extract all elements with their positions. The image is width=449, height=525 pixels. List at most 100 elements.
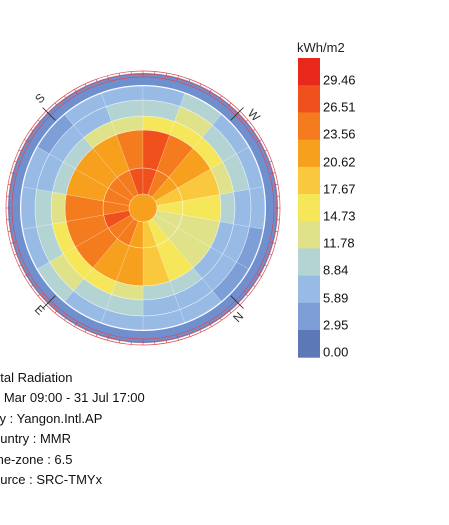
compass-tick — [208, 322, 212, 327]
info-source: ource : SRC-TMYx — [0, 472, 103, 488]
colorbar-tick-label: 14.73 — [323, 208, 356, 224]
compass-tick — [18, 149, 22, 152]
compass-tick — [219, 318, 222, 321]
compass-tick — [257, 139, 262, 143]
colorbar — [298, 58, 320, 358]
colorbar-tick-label: 20.62 — [323, 154, 356, 170]
compass-tick — [54, 310, 57, 314]
compass-tick — [37, 294, 41, 297]
compass-tick — [188, 79, 191, 82]
colorbar-tick-label: 0.00 — [323, 344, 349, 360]
colorbar-segment — [298, 85, 320, 113]
direction-label-n: N — [230, 309, 246, 325]
compass-tick — [229, 102, 232, 106]
compass-tick — [264, 264, 268, 267]
rose-cell — [50, 191, 67, 225]
rose-cell — [233, 188, 252, 228]
cardinal-tick — [42, 107, 56, 121]
colorbar-segment — [298, 330, 320, 358]
cardinal-tick — [42, 295, 56, 309]
compass-tick — [74, 89, 78, 94]
rose-grid-circle — [20, 85, 266, 331]
colorbar-tick-label: 5.89 — [323, 290, 349, 306]
colorbar-segment — [298, 112, 320, 141]
colorbar-tick-label: 11.78 — [323, 235, 355, 251]
compass-tick — [30, 284, 33, 287]
compass-ring — [5, 70, 281, 346]
info-period: 1 Mar 09:00 - 31 Jul 17:00 — [0, 390, 145, 406]
info-title: otal Radiation — [0, 370, 73, 385]
colorbar-segment — [298, 194, 320, 222]
rose-cell — [129, 194, 157, 222]
compass-tick — [199, 329, 202, 333]
compass-tick — [219, 95, 222, 98]
colorbar-unit: kWh/m2 — [297, 40, 345, 55]
compass-tick — [245, 119, 249, 122]
rose-cell — [34, 188, 53, 228]
colorbar-segment — [298, 248, 320, 277]
compass-tick — [95, 79, 98, 82]
info-city: ity : Yangon.Intl.AP — [0, 410, 103, 426]
rose-grid-circle — [64, 129, 222, 287]
compass-tick — [176, 335, 179, 341]
colorbar-tick-label: 2.95 — [323, 317, 349, 333]
compass-tick — [64, 318, 67, 321]
compass-tick — [24, 139, 29, 143]
rose-cell — [20, 186, 37, 230]
compass-tick — [269, 253, 272, 256]
rose-cell — [249, 186, 266, 230]
info-panel: otal Radiation 1 Mar 09:00 - 31 Jul 17:0… — [0, 368, 145, 490]
compass-tick — [14, 253, 17, 256]
compass-circle — [11, 76, 275, 340]
compass-tick — [107, 75, 110, 81]
colorbar-tick-label: 17.67 — [323, 181, 356, 197]
rose-grid-circle — [128, 193, 158, 223]
colorbar-tick-label: 8.84 — [323, 262, 349, 278]
compass-tick — [10, 172, 16, 175]
rose-grid — [20, 85, 266, 331]
compass-tick — [176, 75, 179, 81]
cardinal-tick — [230, 295, 244, 309]
colorbar-segment — [298, 221, 320, 249]
direction-label-e: E — [32, 302, 48, 318]
colorbar-segment — [298, 302, 320, 331]
colorbar-segment — [298, 166, 320, 195]
compass-tick — [64, 95, 67, 98]
direction-label-w: W — [245, 106, 263, 124]
colorbar-segment — [298, 139, 320, 168]
compass-tick — [95, 334, 98, 337]
rose-grid-circle — [34, 99, 252, 317]
rose-cell — [219, 191, 236, 225]
rose-grid-circle — [102, 167, 184, 249]
compass-tick — [188, 334, 191, 337]
compass-tick — [54, 102, 57, 106]
compass-tick — [14, 160, 17, 163]
rose-grid-circle — [50, 115, 236, 301]
compass-tick — [199, 83, 202, 87]
colorbar-segment — [298, 275, 320, 304]
info-timezone: me-zone : 6.5 — [0, 451, 73, 467]
compass-tick — [24, 273, 29, 277]
compass-tick — [84, 329, 87, 333]
compass-tick — [208, 89, 212, 94]
compass-tick — [18, 264, 22, 267]
compass-tick — [10, 241, 16, 244]
colorbar-tick-label: 26.51 — [323, 99, 356, 115]
colorbar-segment — [298, 58, 320, 86]
direction-label-s: S — [32, 91, 48, 107]
compass-tick — [74, 322, 78, 327]
colorbar-tick-label: 23.56 — [323, 126, 356, 142]
compass-tick — [229, 310, 232, 314]
compass-tick — [269, 160, 272, 163]
compass-tick — [84, 83, 87, 87]
compass-tick — [253, 129, 256, 132]
cardinal-tick — [230, 107, 244, 121]
compass-tick — [270, 172, 276, 175]
compass-tick — [264, 149, 268, 152]
compass-tick — [257, 273, 262, 277]
colorbar-tick-label: 29.46 — [323, 72, 356, 88]
compass-tick — [270, 241, 276, 244]
rose-outer-ring — [8, 73, 278, 343]
compass-tick — [245, 294, 249, 297]
